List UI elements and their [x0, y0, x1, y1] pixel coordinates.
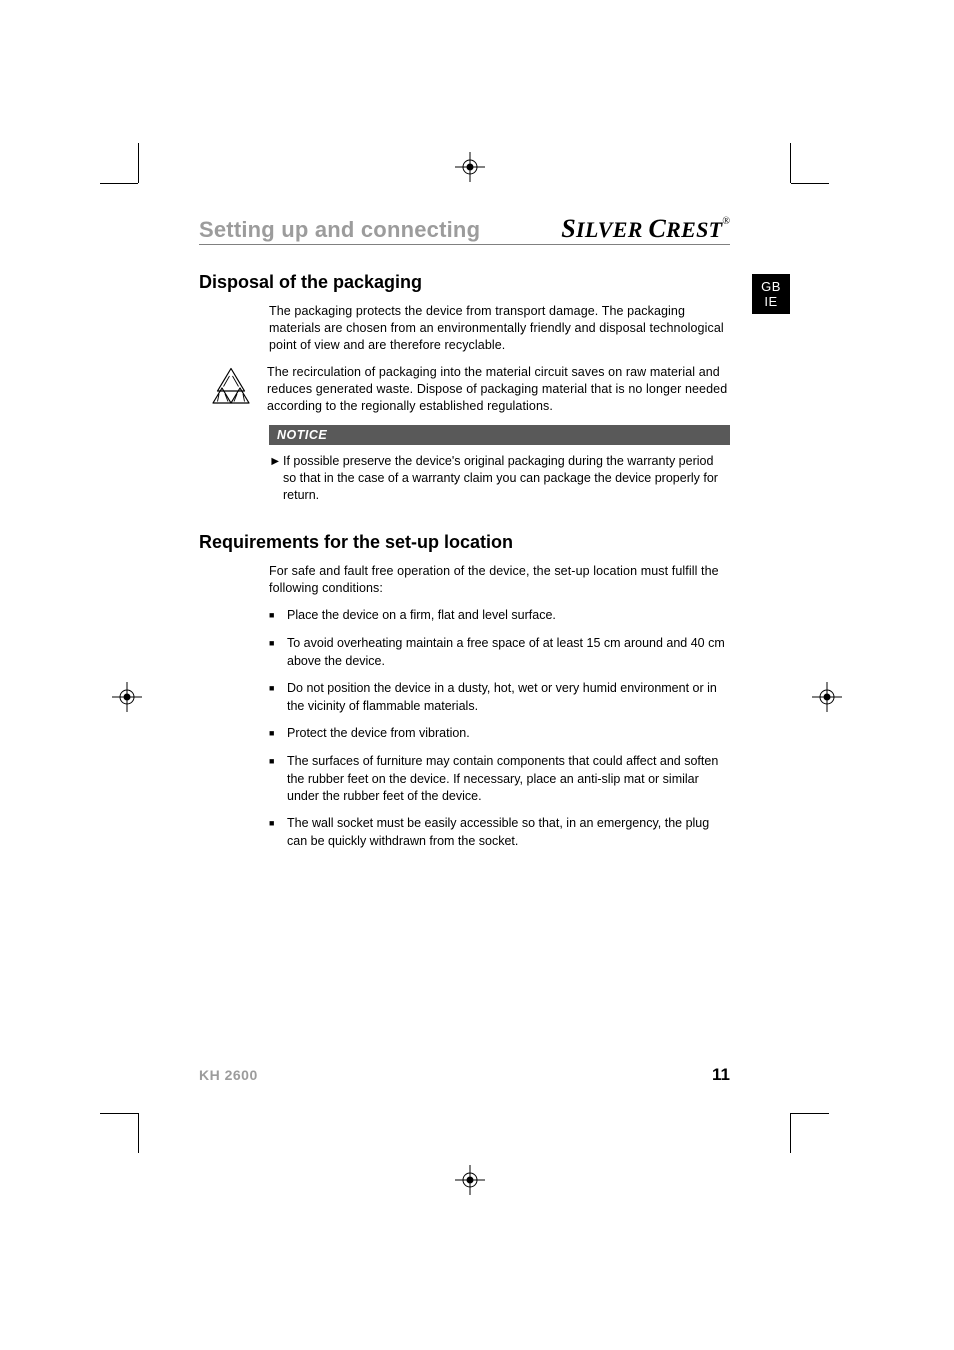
- registration-mark-icon: [112, 682, 142, 712]
- list-item: The wall socket must be easily accessibl…: [269, 815, 730, 850]
- recycle-icon: [207, 364, 255, 412]
- page-header: Setting up and connecting SILVER CREST®: [199, 214, 730, 244]
- registration-mark-icon: [455, 152, 485, 182]
- list-item: The surfaces of furniture may contain co…: [269, 753, 730, 805]
- notice-body: ►If possible preserve the device's origi…: [269, 445, 730, 504]
- notice-label: NOTICE: [269, 425, 730, 445]
- crop-mark: [100, 1113, 138, 1114]
- disposal-paragraph-1: The packaging protects the device from t…: [269, 303, 730, 354]
- lang-ie: IE: [752, 294, 790, 309]
- list-item: Do not position the device in a dusty, h…: [269, 680, 730, 715]
- list-item: To avoid overheating maintain a free spa…: [269, 635, 730, 670]
- model-number: KH 2600: [199, 1067, 258, 1083]
- crop-mark: [791, 1113, 829, 1114]
- language-tab: GB IE: [752, 274, 790, 314]
- registration-mark-icon: [455, 1165, 485, 1195]
- registration-mark-icon: [812, 682, 842, 712]
- crop-mark: [138, 143, 139, 183]
- lang-gb: GB: [752, 279, 790, 294]
- requirements-intro: For safe and fault free operation of the…: [269, 563, 730, 597]
- document-page: Setting up and connecting SILVER CREST® …: [139, 184, 790, 1113]
- crop-mark: [100, 183, 138, 184]
- header-rule: [199, 244, 730, 245]
- page-footer: KH 2600 11: [199, 1065, 730, 1085]
- requirements-list: Place the device on a firm, flat and lev…: [269, 607, 730, 850]
- crop-mark: [790, 143, 791, 183]
- brand-logo: SILVER CREST®: [561, 214, 730, 244]
- notice-text: If possible preserve the device's origin…: [283, 454, 718, 502]
- notice-box: NOTICE ►If possible preserve the device'…: [269, 425, 730, 504]
- heading-requirements: Requirements for the set-up location: [199, 532, 730, 553]
- crop-mark: [791, 183, 829, 184]
- crop-mark: [138, 1113, 139, 1153]
- list-item: Protect the device from vibration.: [269, 725, 730, 743]
- disposal-paragraph-2: The recirculation of packaging into the …: [267, 364, 730, 415]
- page-number: 11: [712, 1065, 730, 1085]
- heading-disposal: Disposal of the packaging: [199, 272, 730, 293]
- crop-mark: [790, 1113, 791, 1153]
- chapter-title: Setting up and connecting: [199, 217, 480, 243]
- recycle-row: The recirculation of packaging into the …: [199, 364, 730, 415]
- page-content: Disposal of the packaging The packaging …: [199, 264, 730, 860]
- arrow-icon: ►: [269, 453, 283, 470]
- list-item: Place the device on a firm, flat and lev…: [269, 607, 730, 625]
